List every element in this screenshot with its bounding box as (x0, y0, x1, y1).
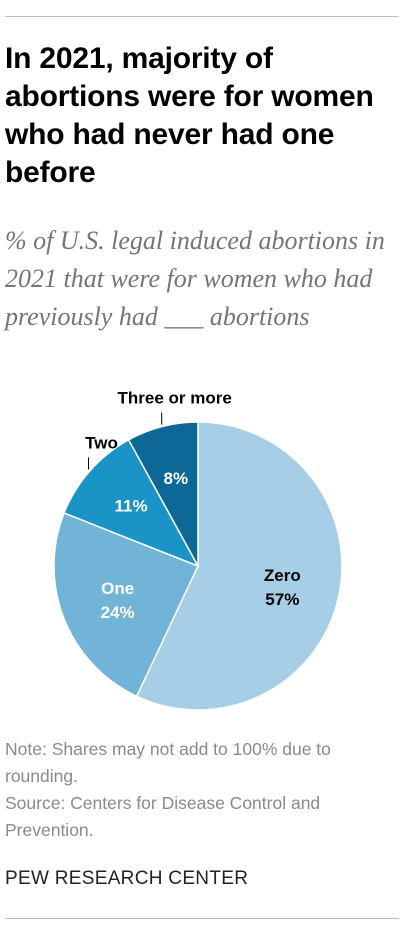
pie-chart: Zero 57% One 24% 11% Two 8% Three or more (53, 389, 343, 711)
chart-subtitle: % of U.S. legal induced abortions in 202… (5, 226, 385, 331)
slice-value-zero: 57% (265, 590, 299, 609)
slice-label-one: One 24% (101, 579, 135, 622)
brand-logo-text: PEW RESEARCH CENTER (5, 868, 249, 889)
slice-category-zero: Zero (264, 566, 301, 585)
source-text: Source: Centers for Disease Control and … (5, 793, 321, 840)
chart-title: In 2021, majority of abortions were for … (5, 42, 374, 189)
slice-label-zero: Zero 57% (264, 566, 301, 609)
bottom-rule (5, 918, 399, 919)
pie-slice-zero (135, 421, 343, 711)
slice-value-two: 11% (114, 496, 147, 515)
chart-note: Note: Shares may not add to 100% due to … (5, 736, 397, 844)
slice-value-three-or-more: 8% (164, 469, 189, 488)
pie-slice-one (53, 512, 200, 698)
pie-slice-two (63, 438, 200, 568)
note-text: Note: Shares may not add to 100% due to … (5, 739, 331, 786)
slice-label-two: Two (85, 433, 118, 452)
pie-slice-three-or-more (127, 421, 199, 567)
slice-label-three-or-more: Three or more (118, 389, 232, 408)
top-rule (5, 16, 399, 17)
slice-value-one: 24% (101, 603, 135, 622)
slice-category-one: One (101, 579, 134, 598)
